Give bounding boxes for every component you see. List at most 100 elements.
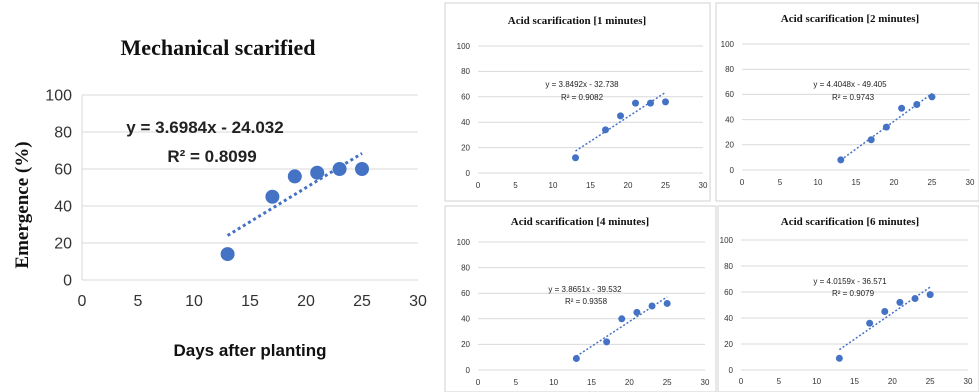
y-tick-label: 40 bbox=[54, 199, 72, 216]
x-tick-label: 15 bbox=[587, 378, 596, 387]
x-tick-label: 5 bbox=[134, 293, 143, 310]
trendline-r2: R² = 0.9082 bbox=[561, 93, 604, 102]
x-tick-label: 30 bbox=[964, 377, 973, 386]
y-tick-label: 60 bbox=[461, 93, 470, 102]
y-tick-label: 20 bbox=[725, 141, 734, 150]
x-tick-label: 30 bbox=[699, 181, 708, 190]
trendline-r2: R² = 0.9079 bbox=[832, 289, 875, 298]
y-tick-label: 0 bbox=[729, 366, 734, 375]
data-point bbox=[898, 104, 906, 112]
data-point bbox=[355, 162, 369, 176]
x-tick-label: 20 bbox=[297, 293, 315, 310]
y-tick-label: 100 bbox=[45, 88, 72, 105]
data-point bbox=[648, 302, 656, 310]
x-tick-label: 30 bbox=[701, 378, 710, 387]
trendline-equation: y = 3.8492x - 32.738 bbox=[545, 80, 619, 89]
x-tick-label: 30 bbox=[966, 178, 975, 187]
x-tick-label: 15 bbox=[852, 178, 861, 187]
data-point bbox=[662, 98, 669, 106]
x-tick-label: 25 bbox=[926, 377, 935, 386]
trendline-r2: R² = 0.9743 bbox=[832, 93, 875, 102]
chart-title: Acid scarification [4 minutes] bbox=[511, 216, 649, 228]
y-tick-label: 0 bbox=[466, 169, 471, 178]
trendline-equation: y = 4.4048x - 49.405 bbox=[813, 80, 887, 89]
chart-title: Acid scarification [6 minutes] bbox=[781, 216, 919, 228]
y-tick-label: 60 bbox=[54, 162, 72, 179]
y-tick-label: 60 bbox=[724, 288, 733, 297]
y-tick-label: 20 bbox=[54, 236, 72, 253]
x-tick-label: 10 bbox=[185, 293, 203, 310]
y-tick-label: 20 bbox=[461, 340, 470, 349]
x-tick-label: 5 bbox=[777, 377, 782, 386]
data-point bbox=[881, 308, 889, 315]
data-point bbox=[882, 123, 890, 131]
data-point bbox=[896, 298, 904, 306]
x-tick-label: 0 bbox=[476, 378, 481, 387]
data-point bbox=[632, 99, 639, 107]
data-point bbox=[572, 154, 579, 162]
x-tick-label: 15 bbox=[850, 377, 859, 386]
x-tick-label: 5 bbox=[778, 178, 783, 187]
y-tick-label: 40 bbox=[725, 115, 734, 124]
x-tick-label: 0 bbox=[476, 181, 481, 190]
trendline-equation: y = 3.8651x - 39.532 bbox=[548, 285, 622, 294]
chart-panel-border bbox=[444, 2, 711, 202]
x-tick-label: 20 bbox=[624, 181, 633, 190]
x-tick-label: 10 bbox=[549, 378, 558, 387]
trendline bbox=[226, 152, 363, 237]
data-point bbox=[913, 100, 921, 108]
data-point bbox=[572, 354, 580, 362]
y-tick-label: 100 bbox=[457, 238, 471, 247]
data-point bbox=[647, 99, 654, 107]
data-point bbox=[837, 156, 845, 164]
x-tick-label: 10 bbox=[549, 181, 558, 190]
trendline-r2: R² = 0.9358 bbox=[565, 297, 608, 306]
chart-title: Acid scarification [2 minutes] bbox=[781, 13, 919, 25]
y-tick-label: 0 bbox=[466, 366, 471, 375]
data-point bbox=[835, 354, 843, 362]
y-tick-label: 80 bbox=[724, 262, 733, 271]
chart-panel-1: Mechanical scarified 0 20 40 60 80 100 0 5 10 15 20… bbox=[45, 35, 427, 360]
x-tick-label: 10 bbox=[814, 178, 823, 187]
data-point bbox=[928, 93, 936, 101]
trendline-equation: y = 3.6984x - 24.032 bbox=[126, 118, 283, 137]
y-tick-label: 80 bbox=[54, 125, 72, 142]
chart-panel-3: Acid scarification [2 minutes] 0 20 40 60 80 1… bbox=[715, 2, 979, 202]
data-point bbox=[911, 295, 919, 302]
y-tick-label: 80 bbox=[725, 65, 734, 74]
x-tick-label: 0 bbox=[739, 377, 744, 386]
x-axis-label: Days after planting bbox=[173, 341, 326, 360]
chart-panel-2: Acid scarification [1 minutes] 0 20 40 60 80 1… bbox=[444, 2, 711, 202]
data-point bbox=[617, 112, 624, 120]
x-tick-label: 15 bbox=[586, 181, 595, 190]
data-point bbox=[310, 165, 325, 180]
y-tick-label: 20 bbox=[724, 340, 733, 349]
chart-panel-4: Acid scarification [4 minutes] 0 20 40 60 80 1… bbox=[444, 205, 717, 392]
chart-panel-border bbox=[717, 205, 979, 392]
y-tick-label: 40 bbox=[461, 315, 470, 324]
data-point bbox=[265, 189, 280, 204]
chart-panel-border bbox=[715, 2, 979, 202]
data-point bbox=[926, 291, 934, 299]
data-point bbox=[220, 247, 235, 262]
y-tick-label: 100 bbox=[457, 42, 471, 51]
x-tick-label: 15 bbox=[241, 293, 259, 310]
data-point bbox=[602, 126, 609, 134]
x-tick-label: 25 bbox=[353, 293, 371, 310]
x-tick-label: 25 bbox=[928, 178, 937, 187]
trendline-equation: y = 4.0159x - 36.571 bbox=[813, 277, 887, 286]
y-tick-label: 0 bbox=[730, 166, 735, 175]
chart-panel-5: Acid scarification [6 minutes] 0 20 40 60 80 1… bbox=[717, 205, 979, 392]
figure-y-axis-label: Emergence (%) bbox=[12, 141, 33, 268]
y-tick-label: 0 bbox=[63, 273, 72, 290]
x-tick-label: 20 bbox=[625, 378, 634, 387]
x-tick-label: 30 bbox=[409, 293, 427, 310]
y-tick-label: 80 bbox=[461, 67, 470, 76]
y-tick-label: 100 bbox=[721, 40, 735, 49]
x-tick-label: 5 bbox=[513, 181, 518, 190]
x-tick-label: 25 bbox=[661, 181, 670, 190]
trendline-r2: R² = 0.8099 bbox=[167, 147, 256, 166]
x-tick-label: 0 bbox=[740, 178, 745, 187]
x-tick-label: 20 bbox=[888, 377, 897, 386]
chart-title: Mechanical scarified bbox=[121, 35, 316, 60]
